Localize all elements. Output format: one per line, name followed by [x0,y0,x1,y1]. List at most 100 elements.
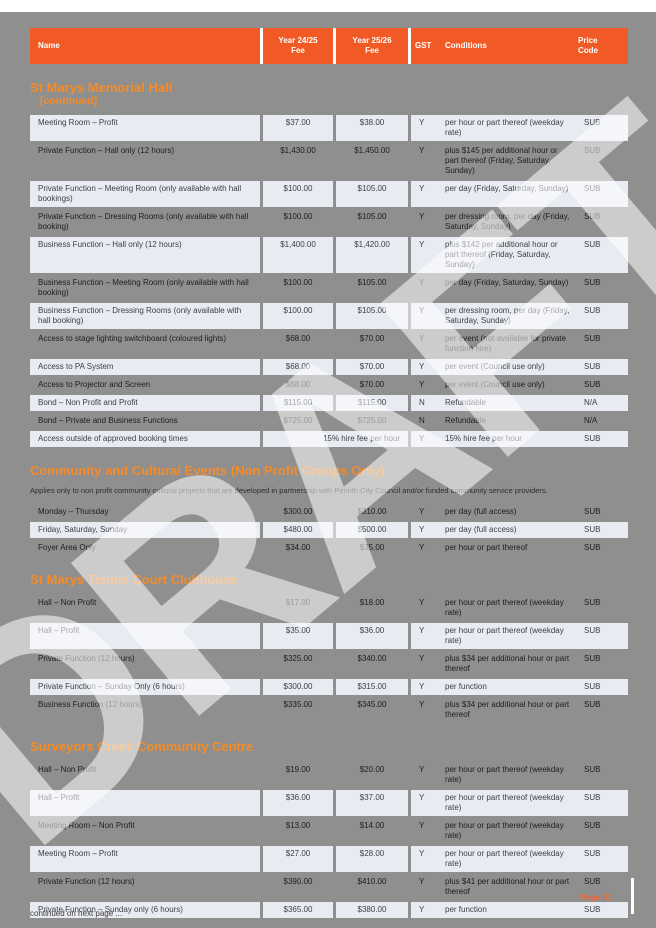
cell-name: Meeting Room – Profit [30,115,260,141]
cell-fee-25-26: $70.00 [359,334,385,343]
cell-gst: Y [419,278,425,287]
cell-conditions: plus $145 per additional hour or part th… [445,146,558,175]
cell-gst: N [419,398,425,407]
cell-price-code: SUB [584,240,601,249]
cell-name: Monday – Thursday [38,507,109,516]
cell-fee-25-26: $70.00 [336,359,408,375]
section: Surveyors Creek Community Centre Hall – N… [30,739,628,918]
table-row: Private Function – Hall only (12 hours) $… [30,143,628,179]
cell-conditions: per dressing room, per day (Friday, Satu… [445,212,570,231]
cell-conditions: per event (not available for private fun… [445,334,566,353]
cell-name: Private Function – Sunday only (6 hours) [30,902,260,918]
cell-right-block: N Refundable N/A [411,413,628,429]
cell-conditions: per hour or part thereof (weekday rate) [445,626,564,645]
table-row: Business Function – Hall only (12 hours)… [30,237,628,273]
table-row: Private Function – Dressing Rooms (only … [30,209,628,235]
cell-price-code: SUB [584,278,601,287]
cell-gst: Y [419,543,425,552]
section-note: Applies only to non profit community cul… [30,486,548,495]
cell-fee-24-25: $335.00 [283,700,313,709]
cell-price-code: SUB [584,212,601,221]
cell-gst: Y [419,598,425,607]
cell-fee-24-25: $100.00 [283,278,313,287]
cell-price-code: SUB [584,507,601,516]
cell-price-code: N/A [584,416,598,425]
cell-fee-25-26: $345.00 [357,700,387,709]
cell-name: Bond – Non Profit and Profit [30,395,260,411]
cell-name: Access to PA System [30,359,260,375]
cell-fee-25-26: $725.00 [357,416,387,425]
header-name: Name [30,28,260,64]
header-price-code: Price Code [578,36,598,55]
cell-name: Hall – Non Profit [38,765,97,774]
cell-fee-24-25: $365.00 [263,902,333,918]
cell-fee-25-26: $105.00 [336,303,408,329]
cell-fee-25-26: $500.00 [336,522,408,538]
cell-name: Access outside of approved booking times [30,431,260,447]
cell-fee-24-25: $100.00 [283,212,313,221]
table-row: Private Function – Sunday only (6 hours)… [30,902,628,918]
cell-conditions: per hour or part thereof [445,543,528,552]
cell-conditions: per hour or part thereof (weekday rate) [445,821,564,840]
header-conditions: Conditions [445,41,487,50]
cell-gst: Y [419,849,425,858]
cell-fee-25-26: $380.00 [336,902,408,918]
cell-fee-24-25: $37.00 [263,115,333,141]
cell-name: Friday, Saturday, Sunday [30,522,260,538]
table-row: Private Function – Meeting Room (only av… [30,181,628,207]
cell-gst: Y [419,700,425,709]
cell-fee-24-25: $100.00 [263,181,333,207]
cell-fee-25-26: $28.00 [336,846,408,872]
cell-right-block: N Refundable N/A [411,395,628,411]
cell-name: Private Function (12 hours) [38,654,135,663]
cell-name: Business Function (12 hours) [38,700,143,709]
cell-fee-25-26: $37.00 [336,790,408,816]
header-right-block: GST Conditions Price Code [411,28,628,64]
cell-fee-25-26: $310.00 [357,507,387,516]
cell-fee-24-25: $68.00 [263,359,333,375]
table-row: Private Function – Sunday Only (6 hours)… [30,679,628,695]
cell-fee-24-25: $725.00 [283,416,313,425]
cell-conditions: per function [445,905,487,914]
page-number: Page 81 [579,892,612,902]
cell-gst: Y [419,146,425,155]
cell-name: Bond – Private and Business Functions [38,416,178,425]
cell-name: Access to stage lighting switchboard (co… [38,334,227,343]
cell-fee-24-25: $100.00 [263,303,333,329]
cell-gst: Y [419,877,425,886]
cell-gst: Y [419,765,425,774]
cell-fee-24-25: $34.00 [285,543,311,552]
cell-fee-25-26: $14.00 [359,821,385,830]
cell-price-code: SUB [584,146,601,155]
cell-fee-25-26: $105.00 [357,278,387,287]
section: St Marys Memorial Hall [continued] Meeting… [30,80,628,447]
cell-fee-25-26: $38.00 [336,115,408,141]
cell-conditions: per hour or part thereof (weekday rate) [445,765,564,784]
cell-gst: Y [419,682,425,691]
cell-fee-25-26: $105.00 [336,181,408,207]
cell-fee-25-26: $410.00 [357,877,387,886]
cell-conditions: plus $142 per additional hour or part th… [445,240,558,269]
cell-price-code: SUB [584,905,601,914]
cell-fee-25-26: $18.00 [359,598,385,607]
cell-price-code: SUB [584,793,601,802]
cell-gst: Y [419,380,425,389]
cell-fee-24-25: $115.00 [263,395,333,411]
